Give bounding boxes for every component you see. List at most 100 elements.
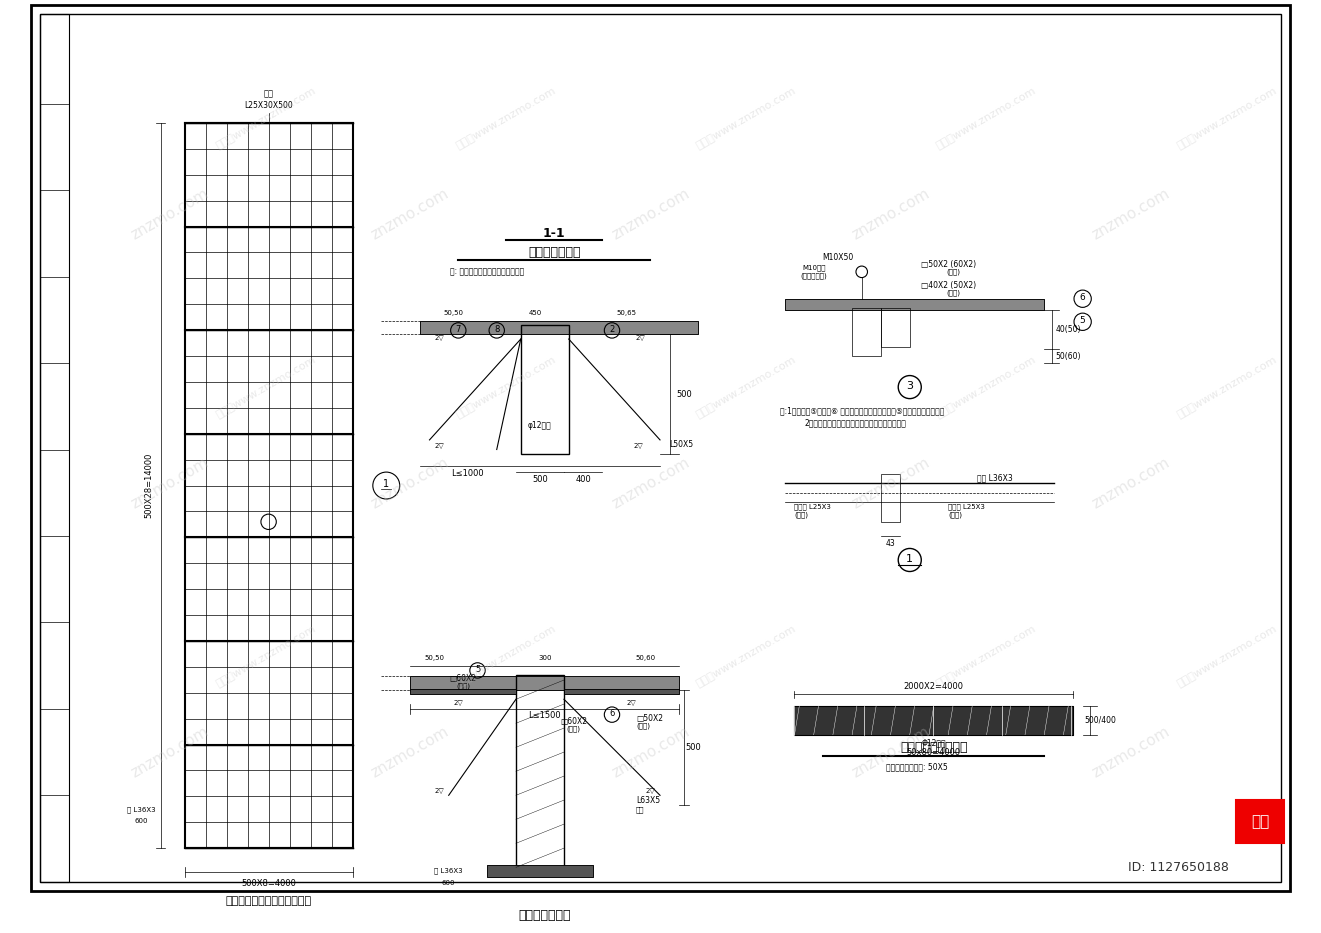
Text: 知末网www.znzmo.com: 知末网www.znzmo.com [935, 623, 1038, 689]
Text: 2000X2=4000: 2000X2=4000 [904, 682, 964, 691]
Text: 7: 7 [456, 325, 461, 334]
Text: (初稿): (初稿) [946, 289, 960, 297]
Text: M10螺栓: M10螺栓 [802, 265, 826, 272]
Text: M10X50: M10X50 [822, 253, 853, 262]
Text: (与弦杆之间): (与弦杆之间) [801, 272, 827, 279]
Text: 500: 500 [676, 390, 692, 399]
Text: 2▽: 2▽ [435, 441, 444, 448]
Text: znzmo.com: znzmo.com [128, 724, 211, 780]
Text: □60X2: □60X2 [449, 674, 477, 683]
Text: 50,65: 50,65 [617, 310, 637, 316]
Text: φ12圆钢: φ12圆钢 [528, 421, 552, 430]
Text: □40X2 (50X2): □40X2 (50X2) [921, 281, 976, 290]
Text: Φ12圆钢: Φ12圆钢 [922, 738, 946, 747]
Text: (初稿): (初稿) [456, 683, 470, 689]
Text: 600: 600 [135, 818, 148, 824]
Text: 2▽: 2▽ [634, 441, 643, 448]
Bar [852, 308, 881, 356]
Text: 下灯杆支架大样: 下灯杆支架大样 [528, 246, 581, 259]
Text: 2▽: 2▽ [435, 787, 444, 793]
Text: 50x80=4000: 50x80=4000 [906, 747, 960, 757]
Text: 5: 5 [474, 665, 480, 674]
Text: (初稿): (初稿) [635, 723, 650, 730]
Text: znzmo.com: znzmo.com [609, 724, 692, 780]
Bar [185, 123, 353, 848]
Bar [785, 299, 1044, 311]
Text: □60X2: □60X2 [560, 717, 587, 726]
Text: L≤1000: L≤1000 [452, 469, 485, 478]
Text: □50X2 (60X2): □50X2 (60X2) [921, 259, 976, 269]
Text: 知末网www.znzmo.com: 知末网www.znzmo.com [214, 86, 318, 151]
Text: 1-1: 1-1 [543, 227, 565, 240]
Bar [411, 689, 517, 694]
Text: znzmo.com: znzmo.com [1089, 186, 1172, 243]
Text: znzmo.com: znzmo.com [609, 454, 692, 511]
Text: 500: 500 [686, 743, 701, 752]
Text: 次横梁 L25X3: 次横梁 L25X3 [794, 504, 831, 510]
Text: 43: 43 [885, 539, 896, 549]
Text: 上灯杆支架大样: 上灯杆支架大样 [519, 909, 571, 922]
Text: znzmo.com: znzmo.com [1089, 724, 1172, 780]
Bar [1236, 801, 1284, 843]
Text: 知末网www.znzmo.com: 知末网www.znzmo.com [695, 623, 798, 689]
Text: 注: 下灯杆位置及数量详平电图图。: 注: 下灯杆位置及数量详平电图图。 [450, 268, 524, 276]
Text: 50,50: 50,50 [424, 655, 444, 661]
Bar [41, 14, 69, 882]
Text: L≤1500: L≤1500 [528, 711, 561, 720]
Text: 2: 2 [609, 325, 614, 334]
Text: znzmo.com: znzmo.com [369, 454, 452, 511]
Text: 2▽: 2▽ [453, 699, 464, 705]
Text: 50(60): 50(60) [1055, 352, 1081, 361]
Text: ID: 1127650188: ID: 1127650188 [1128, 861, 1229, 874]
Text: 横梁 L36X3: 横梁 L36X3 [978, 474, 1013, 483]
Text: znzmo.com: znzmo.com [128, 454, 211, 511]
Text: 下灯杆检修平台平面: 下灯杆检修平台平面 [900, 741, 967, 754]
Text: znzmo.com: znzmo.com [369, 724, 452, 780]
Text: 1: 1 [906, 554, 913, 564]
Text: 注:1、当构件⑤与构件⑥ 安装完后应用锁螺栓将构件⑤锁紧，禁止其滑动。: 注:1、当构件⑤与构件⑥ 安装完后应用锁螺栓将构件⑤锁紧，禁止其滑动。 [781, 407, 945, 415]
Text: znzmo.com: znzmo.com [369, 186, 452, 243]
Text: znzmo.com: znzmo.com [609, 186, 692, 243]
Bar [564, 689, 679, 694]
Text: znzmo.com: znzmo.com [849, 724, 933, 780]
Text: 500/400: 500/400 [1085, 716, 1116, 725]
Bar [785, 299, 1044, 311]
Text: 50,60: 50,60 [635, 655, 655, 661]
Text: 2、括号内的构件及尺寸标注为上灯杆支架情况。: 2、括号内的构件及尺寸标注为上灯杆支架情况。 [804, 418, 906, 427]
Text: 2▽: 2▽ [646, 787, 655, 793]
Text: znzmo.com: znzmo.com [849, 186, 933, 243]
Text: 40(50): 40(50) [1055, 325, 1081, 334]
Text: 8: 8 [494, 325, 499, 334]
Text: 500X28=14000: 500X28=14000 [144, 453, 153, 518]
Text: 知末网www.znzmo.com: 知末网www.znzmo.com [1176, 86, 1279, 151]
Text: 知末网www.znzmo.com: 知末网www.znzmo.com [695, 86, 798, 151]
Text: 500X8=4000: 500X8=4000 [242, 879, 296, 888]
Text: 知末网www.znzmo.com: 知末网www.znzmo.com [1176, 623, 1279, 689]
Text: 400: 400 [576, 475, 590, 484]
Text: 500: 500 [532, 475, 548, 484]
Bar [487, 866, 593, 877]
Bar [420, 321, 699, 334]
Bar [420, 321, 699, 334]
Text: 450: 450 [528, 310, 542, 316]
Text: 6: 6 [1079, 293, 1086, 302]
Bar [487, 866, 593, 877]
Bar [520, 325, 569, 454]
Text: L63X5: L63X5 [635, 796, 660, 804]
Bar [517, 675, 564, 868]
Text: 50,50: 50,50 [444, 310, 464, 316]
Text: 知末网www.znzmo.com: 知末网www.znzmo.com [454, 355, 557, 420]
Text: 册 L36X3: 册 L36X3 [435, 868, 464, 874]
Text: 1: 1 [383, 479, 390, 489]
Text: (墙端): (墙端) [948, 511, 962, 518]
Bar [564, 689, 679, 694]
Text: 注: 灯杆位置详平电图图。: 注: 灯杆位置详平电图图。 [460, 932, 515, 933]
Text: znzmo.com: znzmo.com [849, 454, 933, 511]
Text: 焊缝: 焊缝 [264, 90, 273, 99]
Text: 知末: 知末 [1251, 814, 1269, 829]
Text: 知末网www.znzmo.com: 知末网www.znzmo.com [1176, 355, 1279, 420]
Bar [881, 308, 910, 347]
Text: 知末网www.znzmo.com: 知末网www.znzmo.com [935, 355, 1038, 420]
Text: znzmo.com: znzmo.com [1089, 454, 1172, 511]
Text: 600: 600 [443, 880, 456, 885]
